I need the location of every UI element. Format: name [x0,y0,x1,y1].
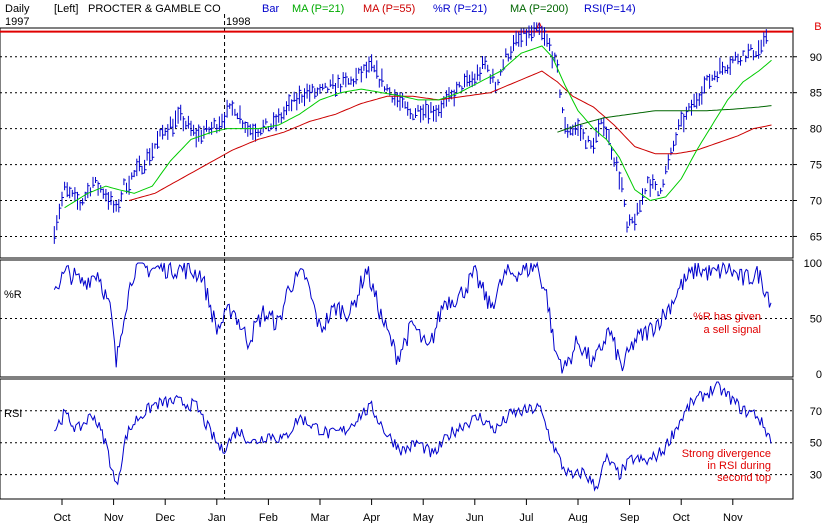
axis-side-label: [Left] [54,3,78,15]
rsi-annotation-3: second top [717,472,771,484]
rsi-panel-frame [0,378,794,500]
symbol-title: PROCTER & GAMBLE CO [88,3,221,15]
month-label: Aug [568,512,588,523]
rsi-tick-label: 30 [810,470,822,482]
month-label: Jan [208,512,226,523]
year-start-label: 1997 [5,16,29,28]
month-label: Nov [723,512,743,523]
legend-entry-4: %R (P=21) [433,3,487,15]
month-label: Jun [466,512,484,523]
period-label: Daily [5,3,30,15]
month-label: Mar [311,512,330,523]
pctr-panel-label: %R [4,289,22,301]
pctr-annotation-2: a sell signal [704,324,761,336]
price-bar-series [53,22,769,244]
legend-entry-2: MA (P=21) [292,3,344,15]
price-tick-label: 70 [810,196,822,208]
pctr-tick-label: 0 [816,369,822,381]
price-panel-frame [0,27,794,259]
rsi-line [54,381,772,492]
legend: Bar MA (P=21) MA (P=55) %R (P=21) MA (P=200)… [262,3,636,15]
pctr-tick-label: 100 [804,258,822,270]
month-label: May [413,512,434,523]
month-label: Dec [155,512,175,523]
rsi-tick-label: 50 [810,438,822,450]
pctr-tick-label: 50 [810,314,822,326]
ma21-line [64,45,772,209]
legend-entry-5: MA (P=200) [510,3,568,15]
month-label: Sep [620,512,640,523]
ma55-line [128,70,772,201]
price-tick-label: 75 [810,160,822,172]
legend-entry-1: Bar [262,3,279,15]
month-label: Jul [519,512,533,523]
pctr-panel-frame [0,259,794,378]
month-label: Apr [363,512,380,523]
month-label: Oct [673,512,690,523]
legend-entry-3: MA (P=55) [363,3,415,15]
year-split-label: 1998 [226,16,250,28]
pctr-line [53,261,772,374]
ma200-line [557,105,772,133]
peak-label-2: B [814,21,821,33]
price-tick-label: 85 [810,88,822,100]
price-bars [53,22,769,244]
month-label: Nov [104,512,124,523]
month-label: Oct [53,512,70,523]
rsi-annotation-2: in RSI during [707,460,771,472]
rsi-panel-label: RSI [4,408,22,420]
rsi-annotation-1: Strong divergence [682,448,771,460]
month-label: Feb [259,512,278,523]
pctr-annotation-1: %R has given [693,311,761,323]
rsi-tick-label: 70 [810,406,822,418]
price-tick-label: 65 [810,231,822,243]
price-tick-label: 90 [810,52,822,64]
legend-entry-6: RSI(P=14) [584,3,636,15]
price-tick-label: 80 [810,124,822,136]
